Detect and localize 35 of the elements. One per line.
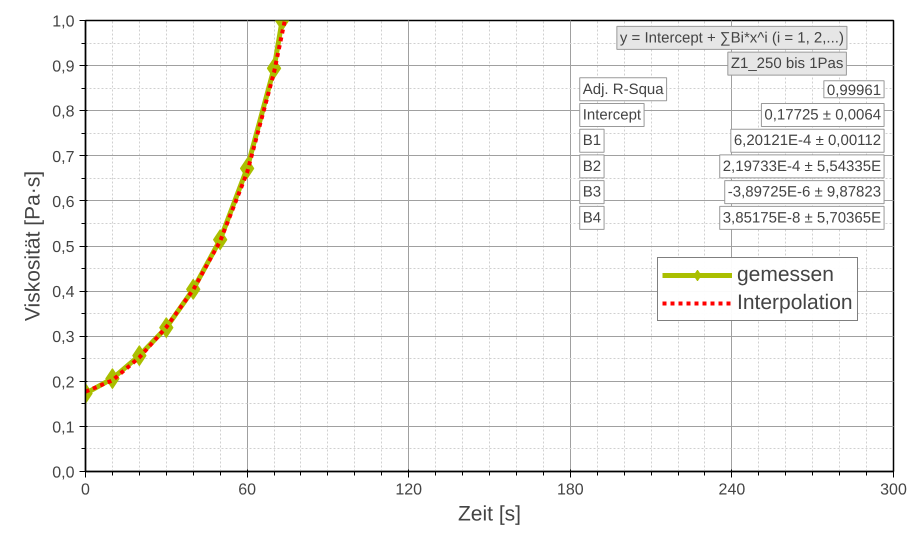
x-tick-label: 60 [238,482,256,498]
annotation: B4 [582,209,602,226]
x-tick-label: 300 [880,482,907,498]
x-tick-label: 180 [556,482,584,498]
annotation: 0,99961 [826,82,882,99]
y-tick-label: 0,1 [52,419,75,436]
annotation: B2 [582,158,602,175]
y-tick-label: 0,7 [52,148,75,166]
annotation: 3,85175E-8 ± 5,70365E [722,209,882,226]
x-axis-title: Zeit [s] [458,502,522,526]
y-tick-label: 0,0 [52,464,75,482]
y-tick-label: 0,9 [52,58,75,76]
y-tick-label: 0,6 [52,194,75,211]
annotation: Z1_250 bis 1Pas [730,55,844,72]
y-tick-label: 0,2 [52,374,75,392]
annotation: 6,20121E-4 ± 0,00112 [734,132,882,150]
annotation: y = Intercept + ∑Bi*x^i (i = 1, 2,...) [620,29,844,46]
annotation: Intercept [582,106,642,124]
y-tick-label: 0,3 [52,329,75,346]
annotation: B3 [582,184,602,201]
x-tick-label: 120 [395,482,422,498]
y-tick-label: 0,4 [52,284,75,302]
x-tick-label: 0 [81,482,90,498]
annotation: Adj. R-Squa [582,80,664,98]
y-tick-label: 1,0 [52,14,75,30]
y-axis-title: Viskosität [Pa·s] [21,170,44,322]
annotation: B1 [582,132,602,150]
annotation: 2,19733E-4 ± 5,54335E [722,158,882,175]
y-tick-label: 0,5 [52,239,75,256]
annotation: -3,89725E-6 ± 9,87823 [728,184,882,201]
annotation: 0,17725 ± 0,0064 [764,106,882,124]
x-tick-label: 240 [718,482,746,498]
legend-label: gemessen [737,263,834,287]
y-tick-label: 0,8 [52,104,75,121]
legend-label: Interpolation [737,291,853,315]
